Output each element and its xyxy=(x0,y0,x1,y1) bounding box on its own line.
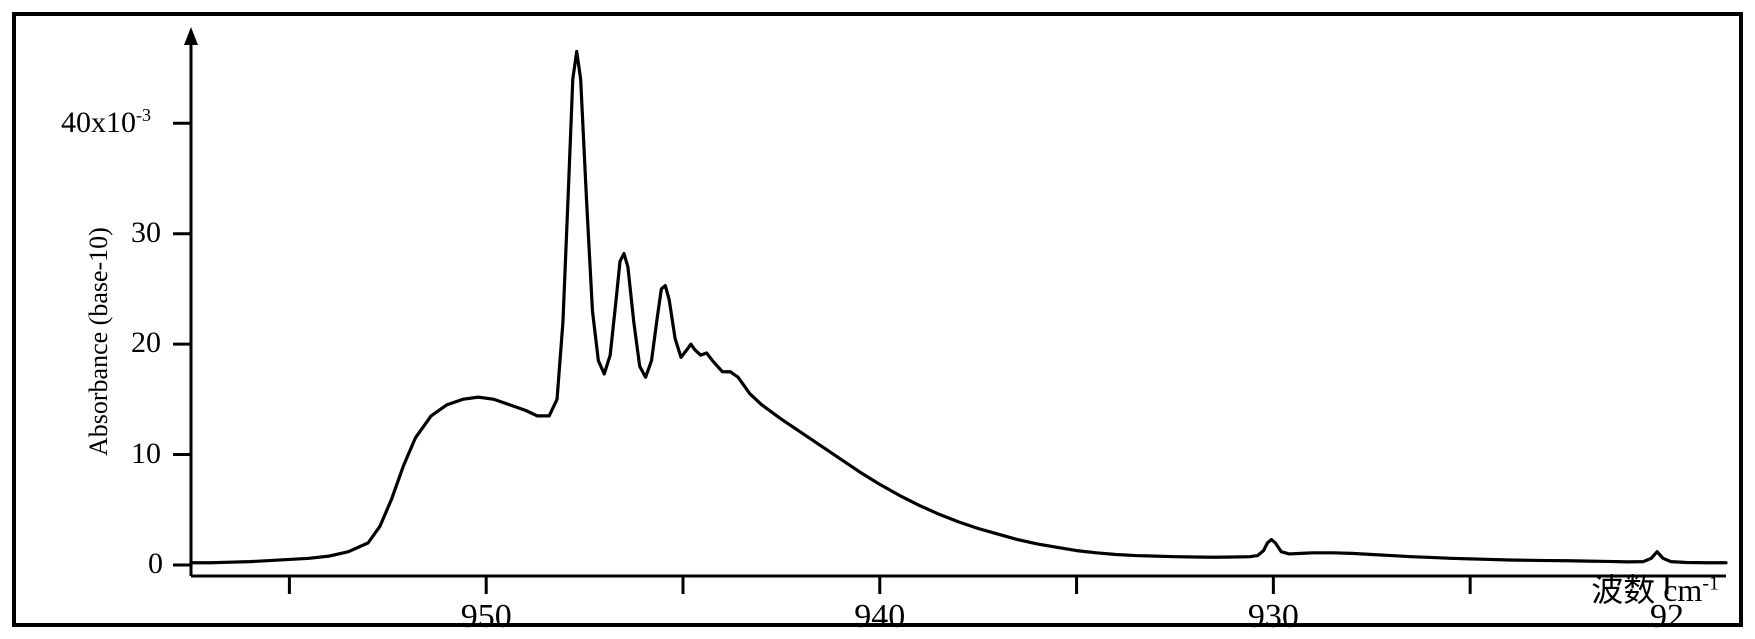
y-tick-label: 10 xyxy=(131,437,161,471)
x-tick-label: 950 xyxy=(461,598,512,636)
y-axis-label: Absorbance (base-10) xyxy=(84,227,114,456)
y-tick-label: 30 xyxy=(131,216,161,250)
x-tick-label: 940 xyxy=(854,598,905,636)
x-tick-label: 930 xyxy=(1248,598,1299,636)
y-tick-label: 0 xyxy=(148,547,163,581)
x-axis-label-text: 波数 cm xyxy=(1591,572,1702,608)
curve-svg xyxy=(16,16,1739,623)
y-tick-label: 20 xyxy=(131,326,161,360)
x-tick-label: 92 xyxy=(1650,598,1684,636)
plot-area: Absorbance (base-10) 波数 cm-1 0 10 20 30 40x1… xyxy=(16,16,1739,623)
y-tick-label: 40x10-3 xyxy=(61,105,151,140)
x-axis-label-sup: -1 xyxy=(1702,572,1719,594)
chart-frame: Absorbance (base-10) 波数 cm-1 0 10 20 30 40x1… xyxy=(12,12,1743,627)
